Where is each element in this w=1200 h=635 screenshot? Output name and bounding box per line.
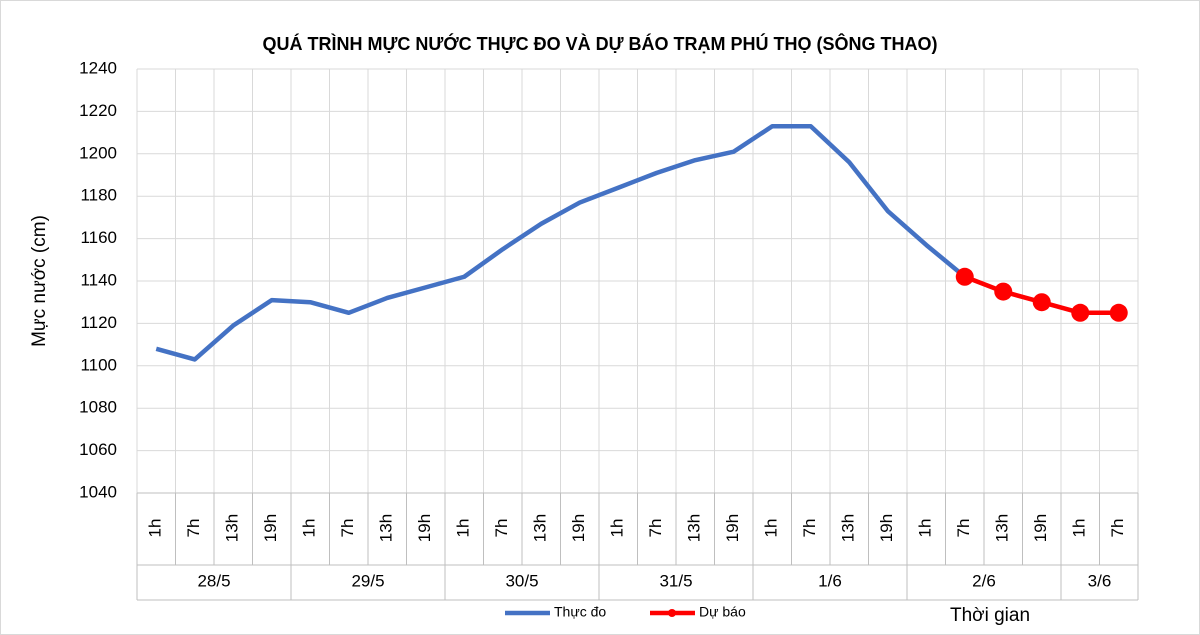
x-group-label: 28/5 (197, 571, 230, 590)
x-tick-label: 13h (223, 514, 242, 542)
x-tick-label: 7h (1108, 519, 1127, 538)
x-group-label: 30/5 (505, 571, 538, 590)
y-tick-label: 1100 (80, 355, 117, 374)
y-tick-label: 1160 (80, 228, 117, 247)
chart-title: QUÁ TRÌNH MỰC NƯỚC THỰC ĐO VÀ DỰ BÁO TRẠ… (262, 33, 937, 54)
x-tick-label: 1h (608, 519, 627, 538)
x-tick-label: 13h (993, 514, 1012, 542)
x-tick-label: 1h (1070, 519, 1089, 538)
x-group-label: 2/6 (972, 571, 996, 590)
x-group-label: 29/5 (351, 571, 384, 590)
y-tick-label: 1080 (79, 398, 117, 417)
x-tick-label: 13h (531, 514, 550, 542)
x-tick-label: 13h (377, 514, 396, 542)
series-line (155, 123, 967, 362)
x-tick-label: 1h (762, 519, 781, 538)
x-tick-label: 7h (646, 519, 665, 538)
y-tick-label: 1240 (79, 58, 117, 77)
x-tick-label: 19h (1031, 514, 1050, 542)
series-marker (1109, 303, 1128, 322)
y-axis-label: Mực nước (cm) (29, 215, 50, 347)
x-axis-label: Thời gian (950, 605, 1030, 626)
x-tick-label: 19h (415, 514, 434, 542)
y-tick-label: 1140 (80, 270, 117, 289)
x-tick-label: 7h (800, 519, 819, 538)
legend-label: Dự báo (699, 604, 746, 620)
legend-marker (668, 609, 676, 617)
x-tick-label: 19h (569, 514, 588, 542)
y-tick-label: 1060 (79, 440, 117, 459)
x-tick-label: 13h (839, 514, 858, 542)
y-tick-label: 1220 (79, 101, 117, 120)
x-tick-label: 19h (877, 514, 896, 542)
x-group-label: 31/5 (659, 571, 692, 590)
x-tick-label: 19h (261, 514, 280, 542)
x-tick-label: 7h (492, 519, 511, 538)
y-tick-label: 1120 (80, 313, 117, 332)
x-tick-label: 7h (954, 519, 973, 538)
series-marker (955, 267, 974, 286)
legend-label: Thực đo (554, 604, 606, 620)
x-tick-label: 19h (723, 514, 742, 542)
x-tick-label: 1h (916, 519, 935, 538)
x-group-label: 3/6 (1088, 571, 1112, 590)
x-group-label: 1/6 (818, 571, 842, 590)
series-marker (1032, 293, 1051, 312)
y-tick-label: 1200 (79, 143, 117, 162)
x-tick-label: 13h (685, 514, 704, 542)
y-tick-label: 1180 (80, 186, 117, 205)
x-tick-label: 1h (146, 519, 165, 538)
x-tick-label: 1h (300, 519, 319, 538)
y-tick-label: 1040 (79, 482, 117, 501)
series-marker (1071, 303, 1090, 322)
x-tick-label: 7h (338, 519, 357, 538)
x-tick-label: 7h (184, 519, 203, 538)
x-tick-label: 1h (454, 519, 473, 538)
series-marker (994, 282, 1013, 301)
